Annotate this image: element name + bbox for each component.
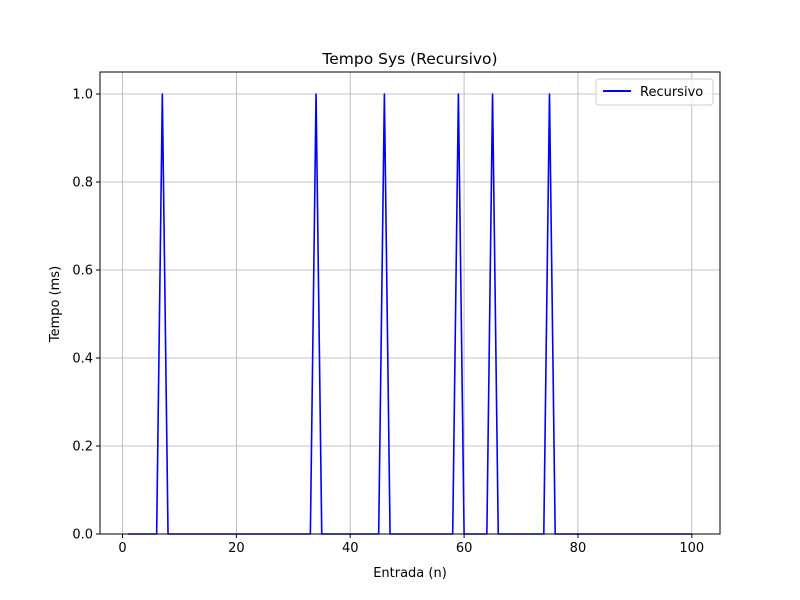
y-tick-label: 0.0 bbox=[72, 528, 93, 543]
y-tick-label: 0.6 bbox=[72, 264, 93, 279]
x-tick-label: 40 bbox=[342, 541, 359, 556]
legend: Recursivo bbox=[595, 78, 714, 106]
x-tick-label: 60 bbox=[456, 541, 473, 556]
chart-title: Tempo Sys (Recursivo) bbox=[321, 50, 497, 68]
x-tick-label: 80 bbox=[570, 541, 587, 556]
legend-label-recursivo: Recursivo bbox=[640, 85, 703, 100]
plot-frame bbox=[99, 71, 721, 535]
x-tick-label: 100 bbox=[679, 541, 704, 556]
y-axis-label: Tempo (ms) bbox=[48, 266, 63, 343]
x-tick-label: 0 bbox=[118, 541, 126, 556]
x-tick-label: 20 bbox=[228, 541, 245, 556]
tick-layer: 0 20 40 60 80 100 0.0 0.2 0.4 0.6 0.8 1.0 bbox=[72, 88, 704, 557]
y-tick-label: 0.2 bbox=[72, 440, 93, 455]
y-tick-label: 1.0 bbox=[72, 88, 93, 103]
y-tick-label: 0.4 bbox=[72, 352, 93, 367]
grid-layer bbox=[100, 72, 720, 535]
x-axis-label: Entrada (n) bbox=[373, 566, 447, 581]
legend-box bbox=[595, 78, 714, 106]
y-tick-label: 0.8 bbox=[72, 176, 93, 191]
